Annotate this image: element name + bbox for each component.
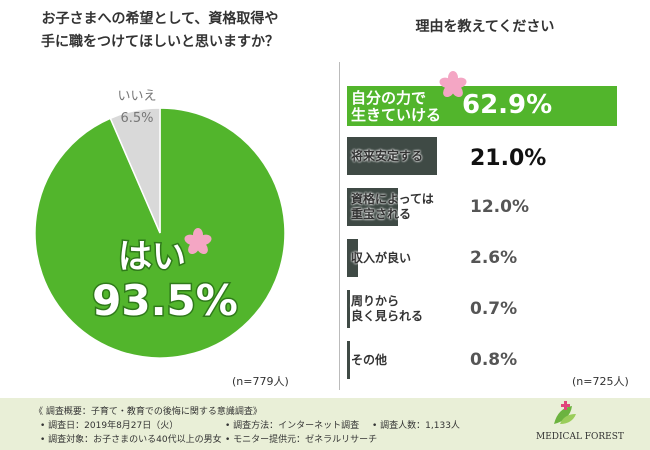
bar-chart: 自分の力で 生きていける 62.9% 将来安定する 21.0% 資格によっては 重宝され… [347,70,617,379]
category-label: いいえ [117,89,156,104]
bar-note: (n=725人) [572,375,629,388]
survey-item: • 調査人数：1,133人 [372,421,460,431]
bar [347,290,350,328]
survey-item: • モニター提供元：ゼネラルリサーチ [225,435,378,445]
category-label: はい [118,237,186,277]
value-label: 2.6% [470,248,518,268]
survey-item: • 調査対象：お子さまのいる40代以上の男女 [40,435,222,445]
survey-item: • 調査方法：インターネット調査 [225,421,360,431]
value-label: 93.5% [92,276,238,325]
category-label: 収入が良い [351,251,412,265]
pie-title: お子さまへの希望として、資格取得や 手に職をつけてほしいと思いますか？ [41,11,279,50]
logo-icon [554,401,576,424]
pie-slice [109,107,161,234]
category-label: その他 [351,353,388,367]
survey-item: • 調査日：2019年8月27日（火） [40,421,179,431]
value-label: 21.0% [470,146,547,171]
bar-title: 理由を教えてください [415,19,555,35]
value-label: 0.7% [470,299,518,319]
petal [184,234,199,246]
bar [347,86,617,126]
pie-note: (n=779人) [232,375,289,388]
blossom [438,70,468,100]
survey-heading: 《 調査概要：子育て・教育での後悔に関する意識調査》 [34,407,262,417]
category-label: 資格によっては 重宝される [351,192,434,221]
bar [347,188,399,226]
bar [347,137,438,175]
category-label: 周りから 良く見られる [351,294,424,323]
bar [347,239,359,277]
category-label: 自分の力で 生きていける [351,89,442,124]
divider [339,62,340,390]
value-label: 6.5% [120,111,153,126]
logo-text: MEDICAL FOREST [536,432,624,442]
blossom-icon [439,71,467,98]
value-label: 12.0% [470,197,529,217]
bar [347,341,351,379]
value-label: 62.9% [462,90,553,120]
category-label: 将来安定する [351,149,424,163]
footer: 《 調査概要：子育て・教育での後悔に関する意識調査》 • 調査日：2019年8月… [0,398,650,450]
blossom [184,228,212,255]
value-label: 0.8% [470,350,518,370]
